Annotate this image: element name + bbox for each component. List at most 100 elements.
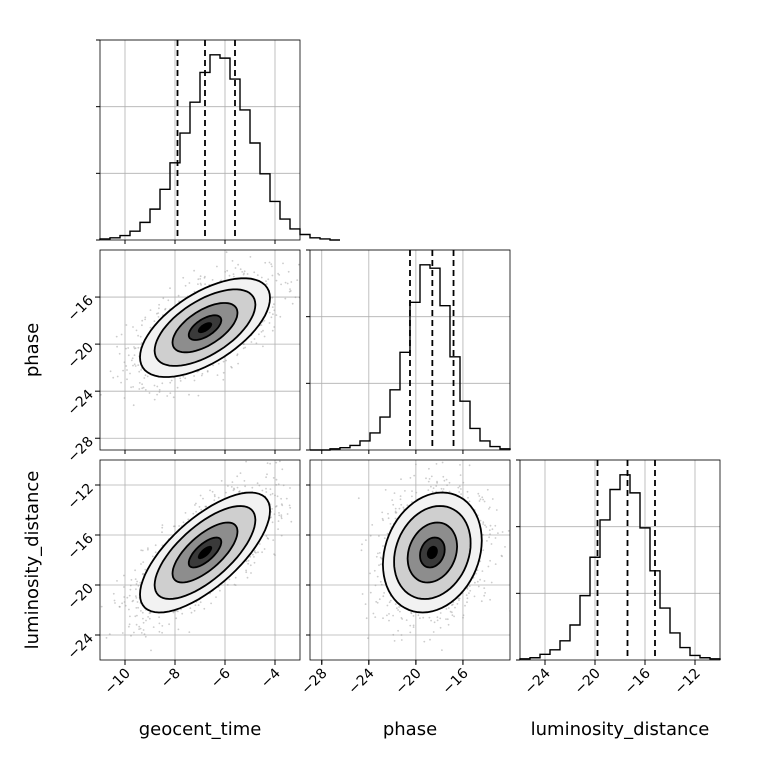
scatter-point <box>123 397 126 399</box>
hist-panel-phase <box>306 249 511 454</box>
scatter-point <box>141 383 144 386</box>
scatter-point <box>135 583 138 585</box>
scatter-point <box>384 489 387 491</box>
scatter-point <box>222 360 225 363</box>
scatter-point <box>275 314 278 316</box>
scatter-point <box>474 581 476 584</box>
scatter-point <box>373 569 376 572</box>
scatter-point <box>473 595 476 598</box>
scatter-point <box>436 616 439 619</box>
scatter-point <box>216 265 218 268</box>
scatter-point <box>399 495 402 497</box>
scatter-point <box>161 524 164 526</box>
scatter-point <box>466 597 469 600</box>
scatter-point <box>146 375 149 378</box>
scatter-panel-geocent_time-luminosity_distance <box>99 453 301 661</box>
contour-line-0 <box>139 277 271 378</box>
scatter-point <box>175 617 178 620</box>
scatter-point <box>483 580 486 582</box>
scatter-point <box>125 324 128 326</box>
scatter-point <box>462 614 465 617</box>
scatter-point <box>184 377 187 380</box>
scatter-point <box>125 347 127 350</box>
scatter-point <box>256 274 259 276</box>
scatter-point <box>156 393 159 396</box>
scatter-point <box>484 524 486 527</box>
scatter-point <box>265 280 267 283</box>
scatter-point <box>475 572 477 575</box>
scatter-point <box>142 573 145 575</box>
scatter-point <box>397 609 399 611</box>
scatter-point <box>245 569 248 572</box>
scatter-point <box>468 464 471 467</box>
scatter-point <box>133 354 136 356</box>
scatter-point <box>249 256 252 258</box>
scatter-point <box>135 329 138 332</box>
scatter-point <box>394 507 397 510</box>
scatter-point <box>379 563 382 566</box>
scatter-point <box>243 272 245 275</box>
scatter-point <box>154 544 157 547</box>
scatter-point <box>200 508 203 511</box>
scatter-point <box>430 619 432 622</box>
scatter-point <box>263 335 266 338</box>
scatter-point <box>361 593 364 595</box>
scatter-point <box>280 517 283 520</box>
scatter-point <box>382 595 385 598</box>
scatter-point <box>211 279 214 281</box>
scatter-point <box>425 477 427 480</box>
scatter-point <box>411 490 413 492</box>
scatter-point <box>490 581 493 584</box>
scatter-point <box>411 495 413 498</box>
scatter-point <box>428 467 430 470</box>
scatter-point <box>465 594 468 596</box>
scatter-point <box>126 596 129 599</box>
scatter-point <box>489 533 491 536</box>
scatter-point <box>412 615 415 617</box>
scatter-point <box>136 580 139 583</box>
scatter-point <box>228 274 231 277</box>
scatter-point <box>132 599 135 602</box>
scatter-point <box>268 311 271 314</box>
scatter-point <box>198 506 201 508</box>
scatter-point <box>377 552 379 555</box>
scatter-point <box>238 491 240 493</box>
scatter-point <box>236 354 239 357</box>
scatter-inner <box>100 453 293 652</box>
scatter-point <box>436 619 439 622</box>
scatter-point <box>304 274 306 276</box>
scatter-point <box>142 629 145 631</box>
scatter-point <box>380 583 383 586</box>
scatter-inner <box>357 461 510 651</box>
scatter-point <box>402 506 405 509</box>
scatter-point <box>406 504 409 506</box>
scatter-point <box>281 504 284 507</box>
scatter-point <box>432 487 435 489</box>
scatter-point <box>272 477 275 479</box>
scatter-point <box>436 480 438 483</box>
scatter-point <box>483 594 486 597</box>
scatter-point <box>123 596 126 598</box>
scatter-point <box>289 487 291 489</box>
scatter-point <box>494 563 497 565</box>
scatter-point <box>127 347 130 349</box>
scatter-point <box>195 510 198 513</box>
scatter-point <box>462 481 465 484</box>
scatter-point <box>242 347 245 350</box>
scatter-point <box>127 354 130 357</box>
hist-step-phase <box>310 264 511 451</box>
scatter-point <box>225 251 228 254</box>
scatter-point <box>267 278 270 281</box>
scatter-point <box>144 568 147 571</box>
scatter-point <box>232 489 235 492</box>
scatter-point <box>158 622 161 625</box>
scatter-point <box>242 343 245 345</box>
scatter-point <box>404 490 406 492</box>
scatter-point <box>429 638 431 641</box>
scatter-point <box>141 319 144 322</box>
scatter-point <box>266 453 268 455</box>
scatter-point <box>489 598 491 601</box>
scatter-point <box>168 623 171 626</box>
scatter-point <box>144 374 147 377</box>
scatter-point <box>225 359 228 362</box>
